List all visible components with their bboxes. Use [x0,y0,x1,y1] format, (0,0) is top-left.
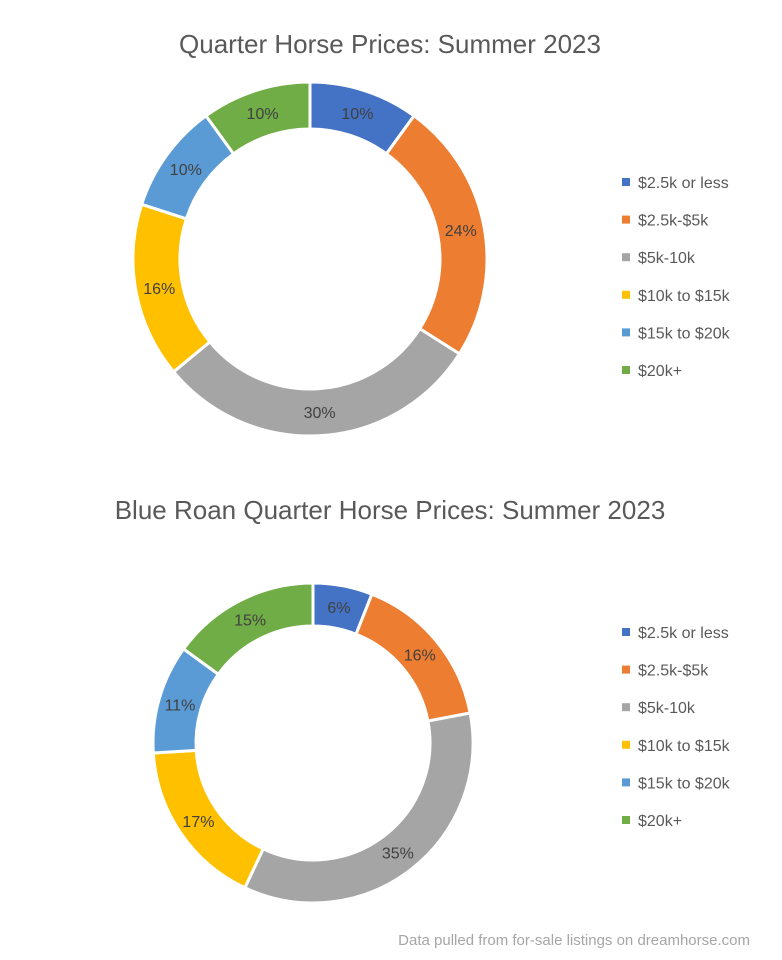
legend-label-2-4: $10k to $15k [638,738,731,755]
legend-label-2-1: $2.5k or less [638,625,729,642]
legend-swatch-1-4 [622,290,630,299]
data-label-2-6: 15% [234,613,266,630]
slice-1-6 [203,80,312,156]
data-label-2-5: 11% [165,697,196,714]
legend-label-2-5: $15k to $20k [638,775,731,792]
legend-swatch-2-3 [622,703,630,712]
legend-swatch-2-4 [622,740,630,749]
data-label-2-4: 17% [182,814,214,831]
data-label-2-2: 16% [404,648,436,665]
legend-label-1-1: $2.5k or less [638,175,729,192]
legend-swatch-1-6 [622,366,630,374]
chart-title-1: Quarter Horse Prices: Summer 2023 [179,29,601,59]
legend-label-2-2: $2.5k-$5k [638,663,709,680]
slice-2-3 [242,711,475,905]
legend-swatch-1-3 [622,253,630,262]
legend-swatch-1-1 [622,178,630,186]
legend-swatch-1-5 [622,328,630,337]
footer-note: Data pulled from for-sale listings on dr… [398,932,750,949]
slice-1-3 [171,326,462,438]
chart-title-2: Blue Roan Quarter Horse Prices: Summer 2… [115,495,666,525]
legend-label-2-3: $5k-10k [638,700,696,717]
legend-swatch-2-2 [622,665,630,674]
slice-2-6 [181,581,315,677]
data-label-1-5: 10% [170,162,202,179]
legend-swatch-2-6 [622,816,630,824]
legend-label-1-3: $5k-10k [638,250,696,267]
data-label-1-6: 10% [247,106,279,123]
legend-swatch-1-2 [622,215,630,224]
data-label-1-3: 30% [304,405,336,422]
legend-label-1-4: $10k to $15k [638,288,731,305]
legend-swatch-2-5 [622,778,630,787]
data-label-2-1: 6% [327,600,350,617]
data-label-1-2: 24% [445,223,477,240]
data-label-1-1: 10% [341,106,373,123]
data-label-2-3: 35% [382,845,414,862]
legend-swatch-2-1 [622,628,630,636]
legend-label-2-6: $20k+ [638,813,682,830]
legend-label-1-5: $15k to $20k [638,325,731,342]
data-label-1-4: 16% [143,281,175,298]
legend-label-1-2: $2.5k-$5k [638,213,709,230]
legend-label-1-6: $20k+ [638,363,682,380]
